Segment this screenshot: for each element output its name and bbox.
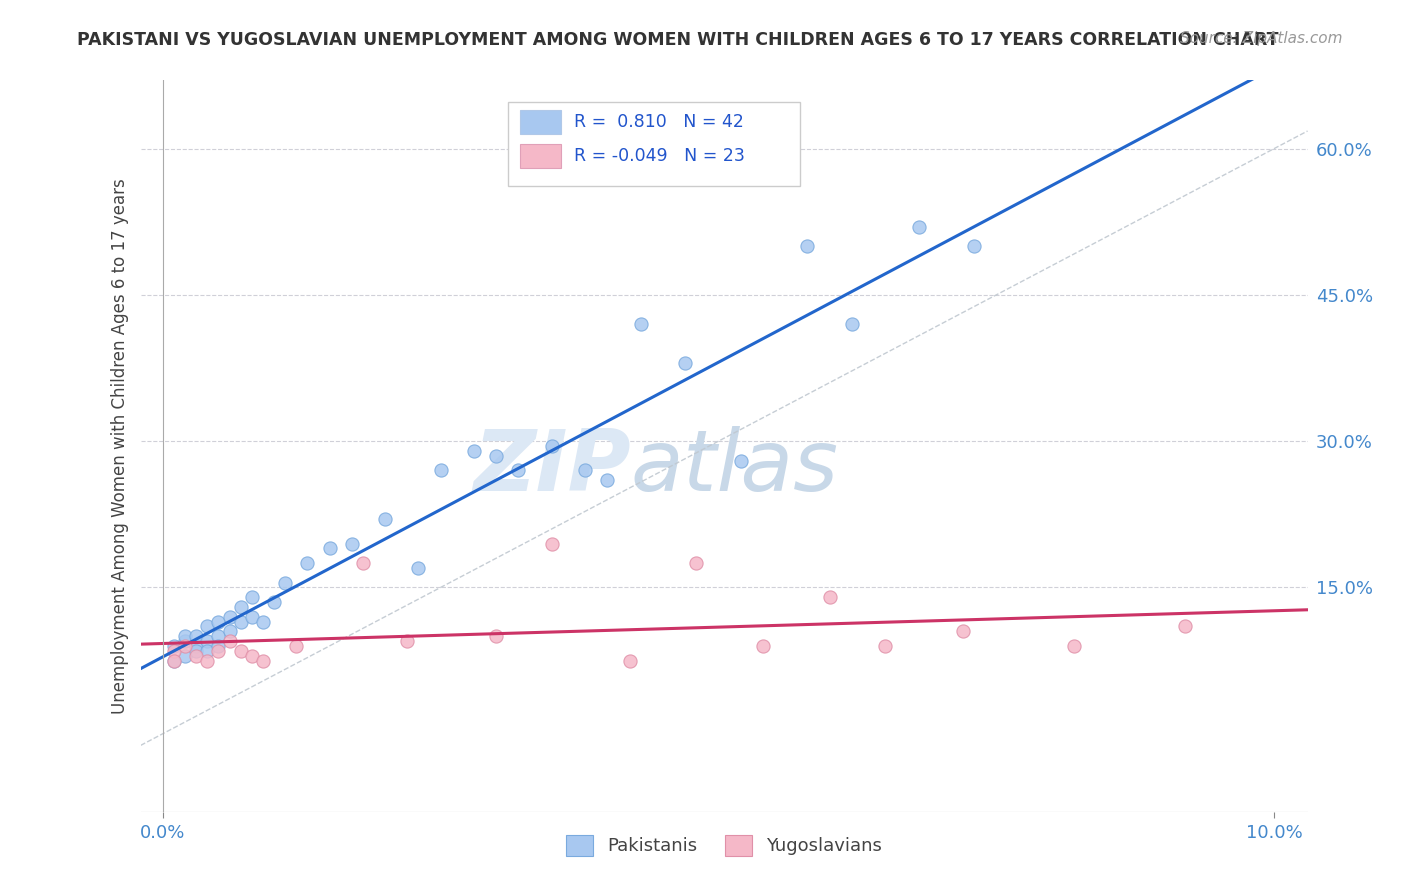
Point xyxy=(252,654,274,668)
Point xyxy=(207,639,229,653)
Point xyxy=(186,629,208,643)
Text: Source: ZipAtlas.com: Source: ZipAtlas.com xyxy=(1180,31,1343,46)
Point xyxy=(174,629,197,643)
Point xyxy=(540,439,562,453)
Point xyxy=(207,644,229,658)
Point xyxy=(195,634,218,648)
Y-axis label: Unemployment Among Women with Children Ages 6 to 17 years: Unemployment Among Women with Children A… xyxy=(111,178,129,714)
Point xyxy=(218,609,240,624)
Legend: Pakistanis, Yugoslavians: Pakistanis, Yugoslavians xyxy=(557,826,891,865)
Point xyxy=(429,463,451,477)
Point xyxy=(374,512,396,526)
Point xyxy=(186,639,208,653)
Point xyxy=(596,473,619,487)
Point xyxy=(408,561,430,575)
Point xyxy=(685,556,707,570)
Point xyxy=(163,644,186,658)
Point xyxy=(163,654,186,668)
Point xyxy=(730,453,752,467)
Point xyxy=(952,624,974,639)
Point xyxy=(796,239,818,253)
Point xyxy=(163,639,186,653)
Point xyxy=(752,639,775,653)
Point xyxy=(174,639,197,653)
Point xyxy=(485,629,508,643)
Point xyxy=(195,619,218,633)
Point xyxy=(297,556,319,570)
Point xyxy=(229,599,252,614)
Point xyxy=(1174,619,1197,633)
Text: R = -0.049   N = 23: R = -0.049 N = 23 xyxy=(574,147,744,165)
Point xyxy=(195,654,218,668)
Point xyxy=(540,536,562,550)
Point xyxy=(841,317,863,331)
Point xyxy=(396,634,419,648)
Point xyxy=(673,356,696,370)
Point xyxy=(229,644,252,658)
Point xyxy=(340,536,363,550)
Point xyxy=(174,634,197,648)
Bar xyxy=(520,144,561,168)
Point xyxy=(463,443,485,458)
Text: R =  0.810   N = 42: R = 0.810 N = 42 xyxy=(574,113,744,131)
Text: ZIP: ZIP xyxy=(472,426,631,509)
Point xyxy=(508,463,530,477)
Point xyxy=(574,463,596,477)
Bar xyxy=(520,110,561,134)
Point xyxy=(485,449,508,463)
Point xyxy=(963,239,986,253)
Point xyxy=(274,575,297,590)
Point xyxy=(252,615,274,629)
Point xyxy=(240,609,263,624)
Point xyxy=(263,595,285,609)
Point xyxy=(818,590,841,604)
Point xyxy=(195,644,218,658)
Point xyxy=(907,219,929,234)
Point xyxy=(186,648,208,663)
Point xyxy=(218,624,240,639)
Point xyxy=(229,615,252,629)
Point xyxy=(240,590,263,604)
Point xyxy=(318,541,340,556)
Point xyxy=(207,629,229,643)
Point xyxy=(207,615,229,629)
Point xyxy=(1063,639,1085,653)
Point xyxy=(619,654,641,668)
Point xyxy=(174,648,197,663)
Point xyxy=(875,639,897,653)
Point xyxy=(285,639,308,653)
Text: atlas: atlas xyxy=(631,426,839,509)
Point xyxy=(240,648,263,663)
Point xyxy=(218,634,240,648)
Point xyxy=(352,556,374,570)
FancyBboxPatch shape xyxy=(508,103,800,186)
Point xyxy=(186,644,208,658)
Text: PAKISTANI VS YUGOSLAVIAN UNEMPLOYMENT AMONG WOMEN WITH CHILDREN AGES 6 TO 17 YEA: PAKISTANI VS YUGOSLAVIAN UNEMPLOYMENT AM… xyxy=(77,31,1279,49)
Point xyxy=(630,317,652,331)
Point xyxy=(163,654,186,668)
